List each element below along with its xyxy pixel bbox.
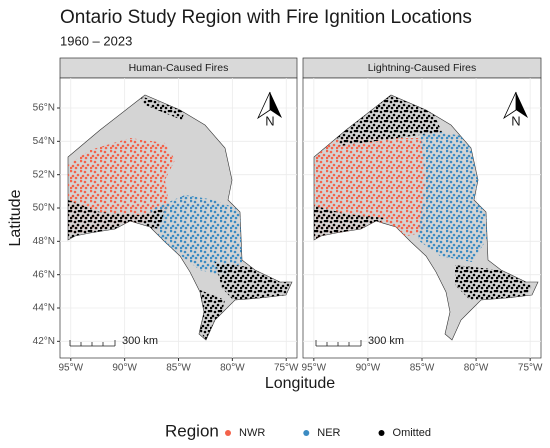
x-tick-label: 85°W	[166, 363, 191, 374]
y-tick-label: 42°N	[33, 336, 55, 347]
facet-label: Lightning-Caused Fires	[368, 62, 477, 74]
north-arrow-label: N	[511, 113, 520, 128]
x-tick-label: 95°W	[302, 363, 327, 374]
scale-bar-label: 300 km	[122, 335, 158, 347]
x-tick-label: 80°W	[220, 363, 245, 374]
facet-label: Human-Caused Fires	[129, 62, 229, 74]
fire-cluster	[215, 262, 290, 302]
north-arrow-label: N	[265, 113, 274, 128]
scale-bar-label: 300 km	[368, 335, 404, 347]
fire-cluster	[314, 205, 386, 240]
legend-marker	[303, 430, 310, 436]
y-tick-label: 54°N	[33, 136, 55, 147]
x-tick-label: 75°W	[274, 363, 299, 374]
legend-label: NER	[317, 427, 340, 439]
x-tick-label: 90°W	[112, 363, 137, 374]
legend-label: NWR	[239, 427, 265, 439]
legend-label: Omitted	[393, 427, 432, 439]
y-tick-label: 46°N	[33, 269, 55, 280]
chart-title: Ontario Study Region with Fire Ignition …	[60, 7, 472, 28]
x-tick-label: 80°W	[464, 363, 489, 374]
y-tick-label: 48°N	[33, 236, 55, 247]
y-tick-label: 52°N	[33, 169, 55, 180]
x-tick-label: 85°W	[410, 363, 435, 374]
legend-title: Region	[165, 421, 219, 440]
y-tick-label: 56°N	[33, 103, 55, 114]
fire-cluster	[455, 265, 532, 300]
y-tick-label: 50°N	[33, 203, 55, 214]
map-panel	[313, 94, 539, 341]
fire-cluster	[199, 290, 225, 340]
scale-bar	[69, 340, 362, 347]
legend-marker	[378, 430, 385, 436]
fire-cluster	[150, 195, 242, 276]
fire-cluster	[140, 96, 185, 120]
fire-cluster	[418, 128, 489, 262]
y-axis-label: Latitude	[7, 189, 24, 246]
north-arrow	[257, 91, 528, 120]
legend-marker	[225, 430, 231, 436]
x-tick-label: 90°W	[356, 363, 381, 374]
x-tick-label: 95°W	[58, 363, 83, 374]
y-tick-label: 44°N	[33, 303, 55, 314]
chart-subtitle: 1960 – 2023	[60, 33, 132, 48]
x-tick-label: 75°W	[518, 363, 543, 374]
map-panel	[67, 94, 293, 341]
x-axis-label: Longitude	[265, 375, 335, 392]
